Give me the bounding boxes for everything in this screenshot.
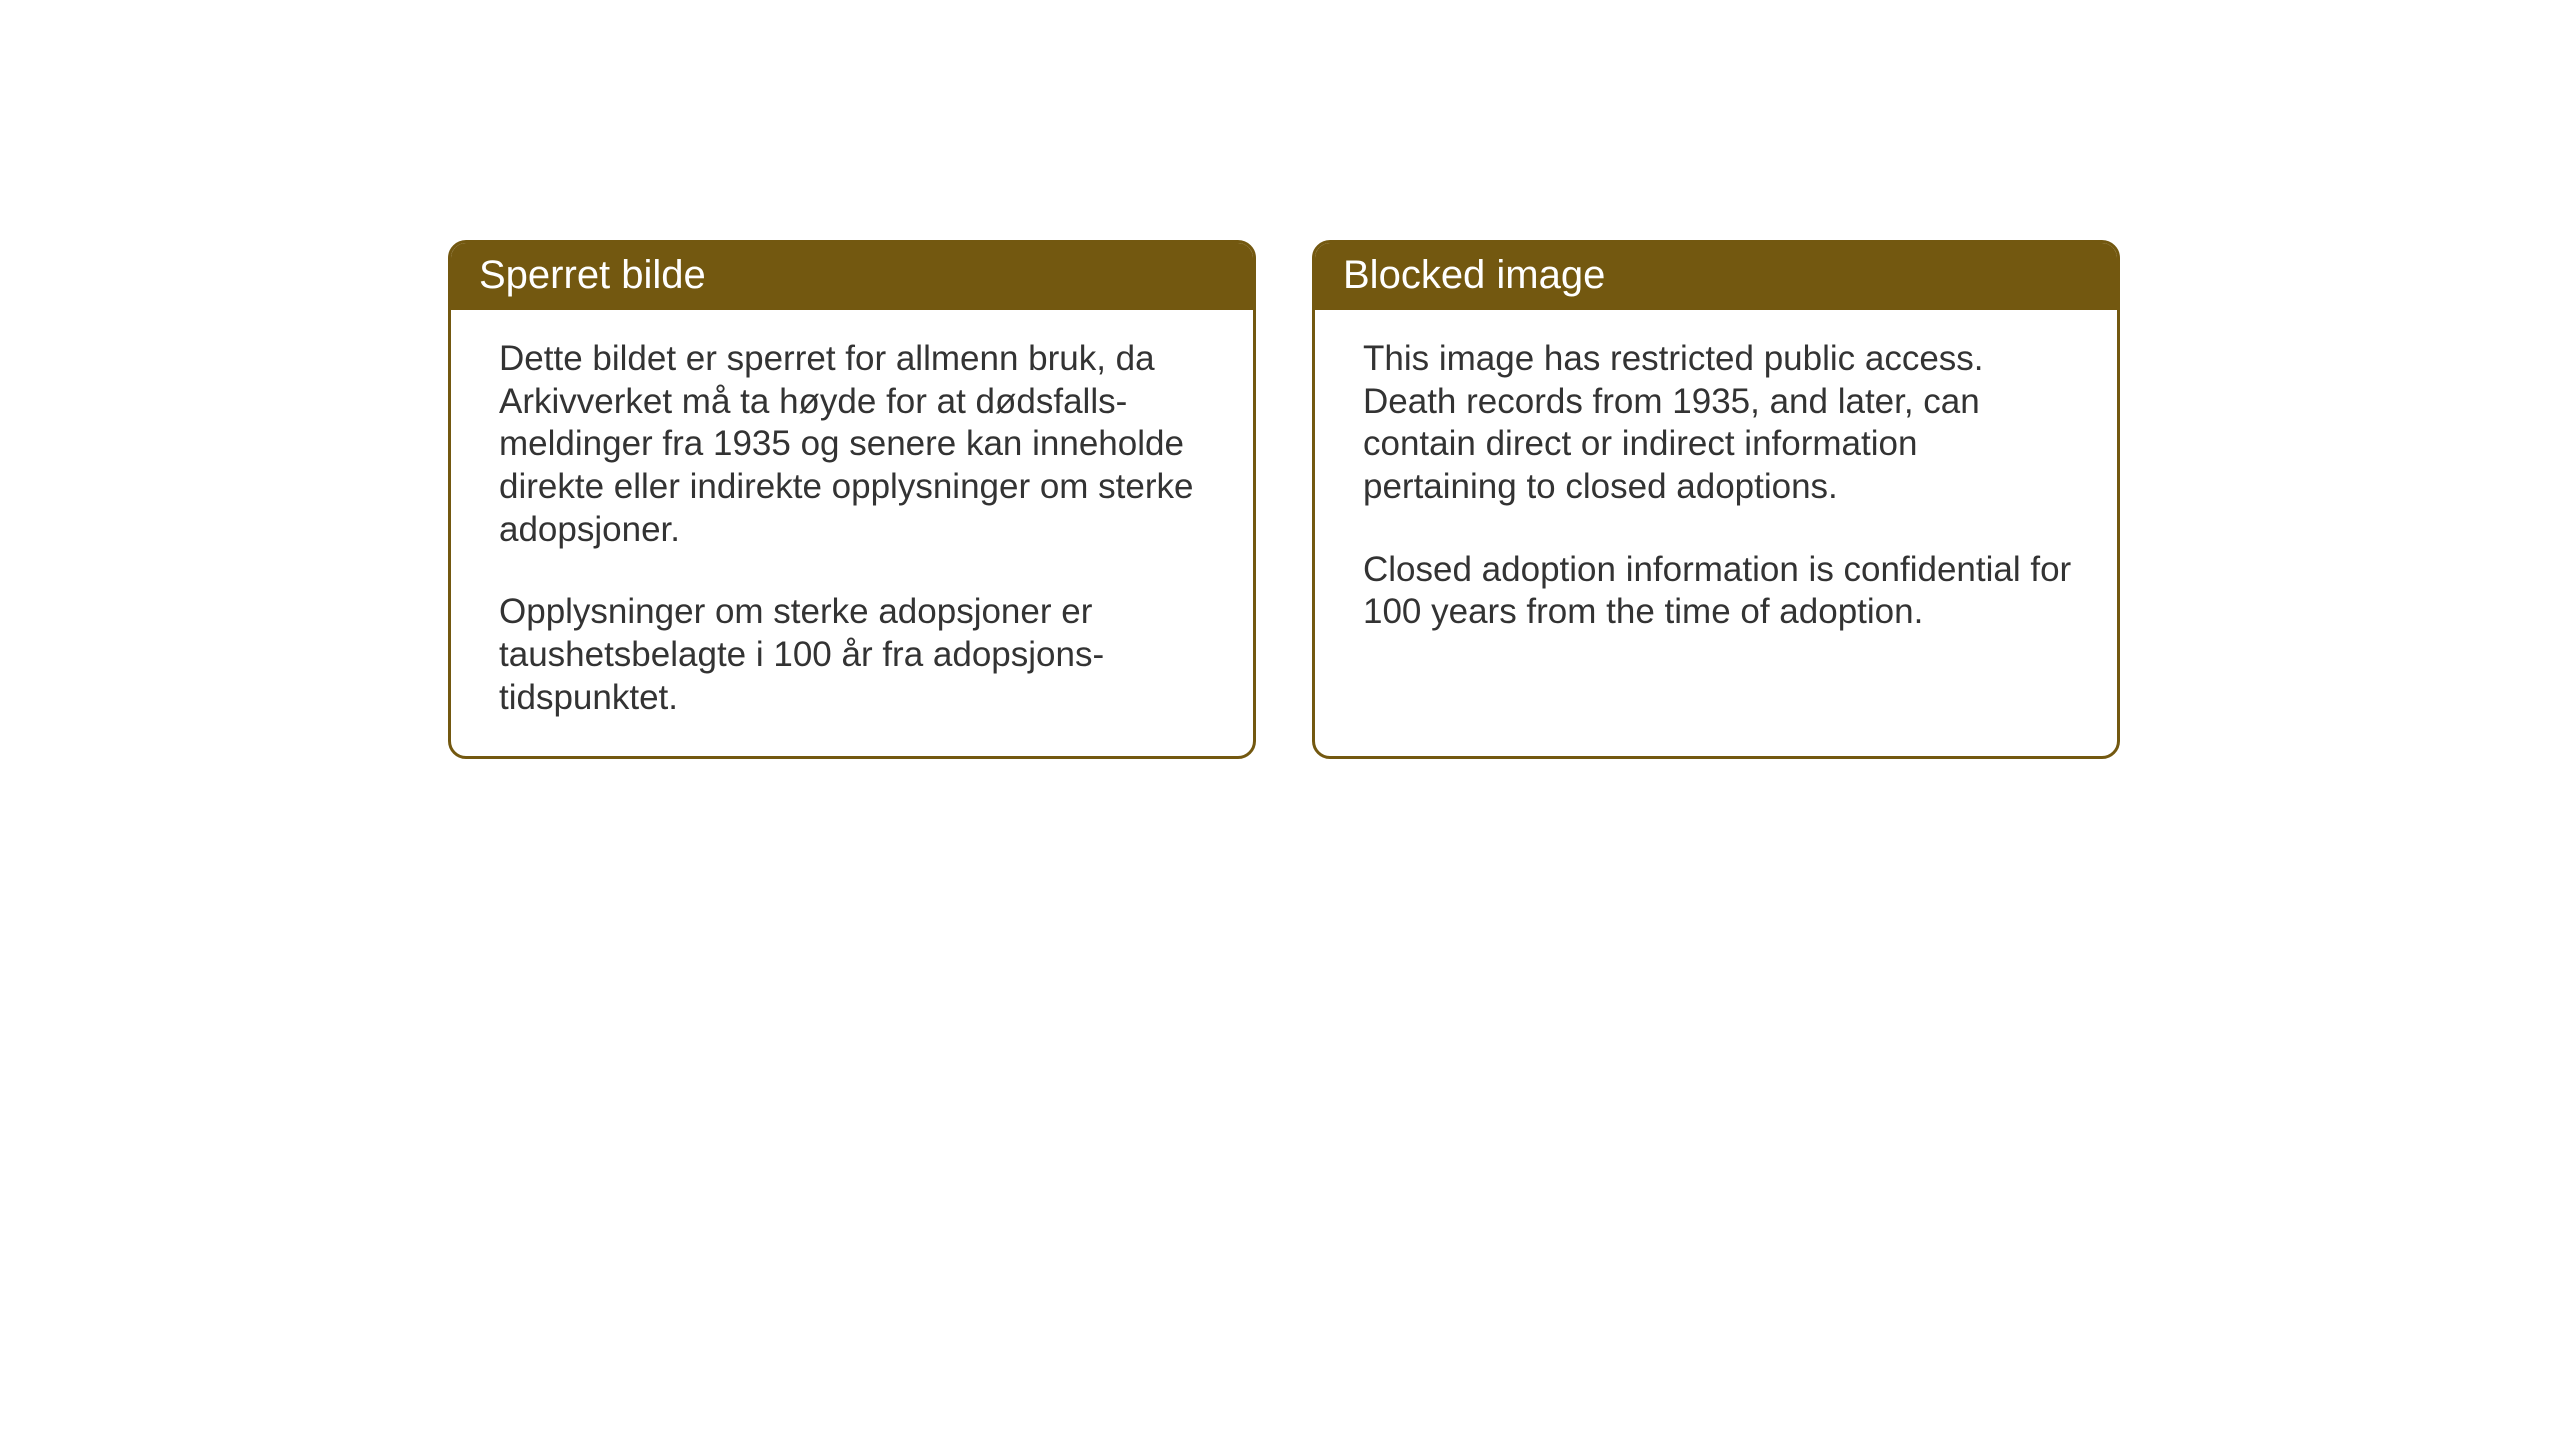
notice-para1-norwegian: Dette bildet er sperret for allmenn bruk…	[499, 338, 1209, 551]
notice-para1-english: This image has restricted public access.…	[1363, 338, 2073, 509]
notice-body-norwegian: Dette bildet er sperret for allmenn bruk…	[451, 310, 1253, 756]
notice-para2-english: Closed adoption information is confident…	[1363, 549, 2073, 634]
notice-box-english: Blocked image This image has restricted …	[1312, 240, 2120, 759]
notice-box-norwegian: Sperret bilde Dette bildet er sperret fo…	[448, 240, 1256, 759]
notice-body-english: This image has restricted public access.…	[1315, 310, 2117, 670]
notice-header-english: Blocked image	[1315, 243, 2117, 310]
notice-header-norwegian: Sperret bilde	[451, 243, 1253, 310]
notice-para2-norwegian: Opplysninger om sterke adopsjoner er tau…	[499, 591, 1209, 719]
notice-container: Sperret bilde Dette bildet er sperret fo…	[448, 240, 2120, 759]
